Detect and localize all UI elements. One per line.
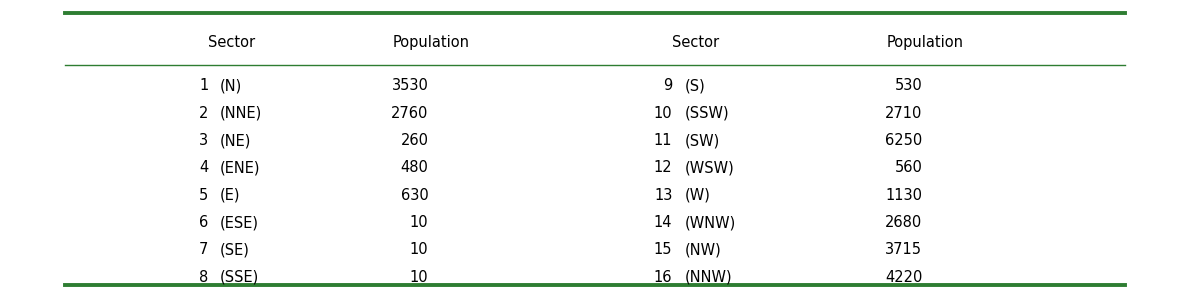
Text: (NNW): (NNW) [684, 270, 732, 285]
Text: 9: 9 [663, 78, 672, 93]
Text: 14: 14 [653, 215, 672, 230]
Text: 11: 11 [653, 133, 672, 148]
Text: (SE): (SE) [220, 242, 250, 258]
Text: Sector: Sector [672, 35, 720, 50]
Text: 8: 8 [199, 270, 208, 285]
Text: Sector: Sector [208, 35, 256, 50]
Text: 16: 16 [653, 270, 672, 285]
Text: 530: 530 [895, 78, 922, 93]
Text: (E): (E) [220, 188, 240, 203]
Text: 4: 4 [199, 160, 208, 175]
Text: 2710: 2710 [885, 106, 922, 121]
Text: (WNW): (WNW) [684, 215, 735, 230]
Text: (S): (S) [684, 78, 704, 93]
Text: 15: 15 [653, 242, 672, 258]
Text: (NW): (NW) [684, 242, 721, 258]
Text: (ENE): (ENE) [220, 160, 261, 175]
Text: 10: 10 [409, 215, 428, 230]
Text: (SSE): (SSE) [220, 270, 259, 285]
Text: 6250: 6250 [885, 133, 922, 148]
Text: (W): (W) [684, 188, 710, 203]
Text: (ESE): (ESE) [220, 215, 259, 230]
Text: 10: 10 [653, 106, 672, 121]
Text: Population: Population [393, 35, 470, 50]
Text: 12: 12 [653, 160, 672, 175]
Text: 480: 480 [401, 160, 428, 175]
Text: 3530: 3530 [392, 78, 428, 93]
Text: (N): (N) [220, 78, 243, 93]
Text: 2680: 2680 [885, 215, 922, 230]
Text: 630: 630 [401, 188, 428, 203]
Text: (SW): (SW) [684, 133, 720, 148]
Text: 1: 1 [199, 78, 208, 93]
Text: Population: Population [887, 35, 964, 50]
Text: (NE): (NE) [220, 133, 251, 148]
Text: (NNE): (NNE) [220, 106, 263, 121]
Text: 3715: 3715 [885, 242, 922, 258]
Text: 2760: 2760 [392, 106, 428, 121]
Text: 5: 5 [199, 188, 208, 203]
Text: 3: 3 [199, 133, 208, 148]
Text: 4220: 4220 [885, 270, 922, 285]
Text: 10: 10 [409, 270, 428, 285]
Text: 6: 6 [199, 215, 208, 230]
Text: (SSW): (SSW) [684, 106, 728, 121]
Text: 10: 10 [409, 242, 428, 258]
Text: (WSW): (WSW) [684, 160, 734, 175]
Text: 260: 260 [400, 133, 428, 148]
Text: 2: 2 [199, 106, 208, 121]
Text: 13: 13 [654, 188, 672, 203]
Text: 7: 7 [199, 242, 208, 258]
Text: 1130: 1130 [885, 188, 922, 203]
Text: 560: 560 [895, 160, 922, 175]
